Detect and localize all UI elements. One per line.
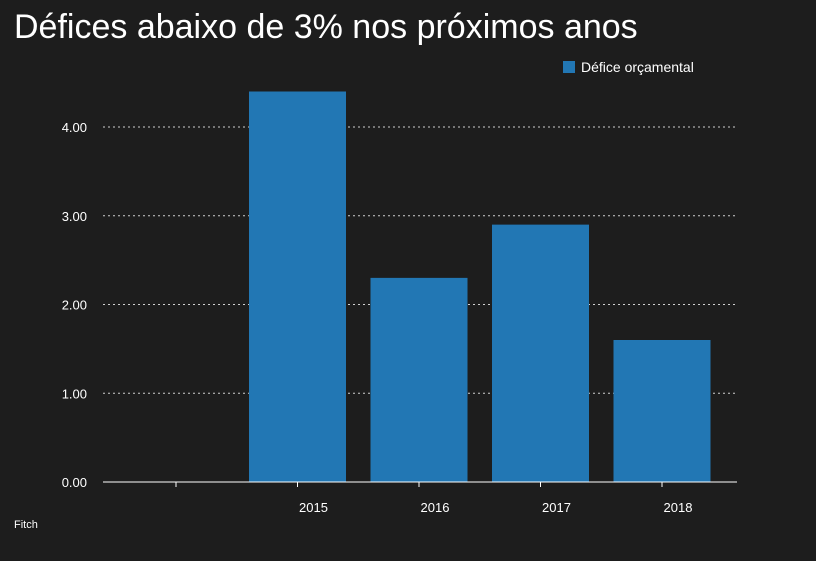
bar-2018 (613, 340, 711, 482)
legend: Défice orçamental (563, 59, 694, 75)
bar-2017 (492, 224, 589, 482)
x-tick-label: 2015 (299, 500, 328, 515)
x-tick-label: 2016 (421, 500, 450, 515)
y-tick-label: 0.00 (62, 475, 87, 490)
y-tick-label: 4.00 (62, 120, 87, 135)
legend-swatch (563, 61, 575, 73)
chart-title: Défices abaixo de 3% nos próximos anos (14, 8, 638, 46)
x-tick-label: 2017 (542, 500, 571, 515)
legend-label: Défice orçamental (581, 59, 694, 75)
y-tick-label: 3.00 (62, 209, 87, 224)
bar-2015 (249, 91, 346, 482)
x-tick-label: 2018 (664, 500, 693, 515)
bar-2016 (370, 277, 468, 482)
source-note: Fitch (14, 519, 38, 531)
y-tick-label: 2.00 (62, 298, 87, 313)
y-tick-label: 1.00 (62, 386, 87, 401)
